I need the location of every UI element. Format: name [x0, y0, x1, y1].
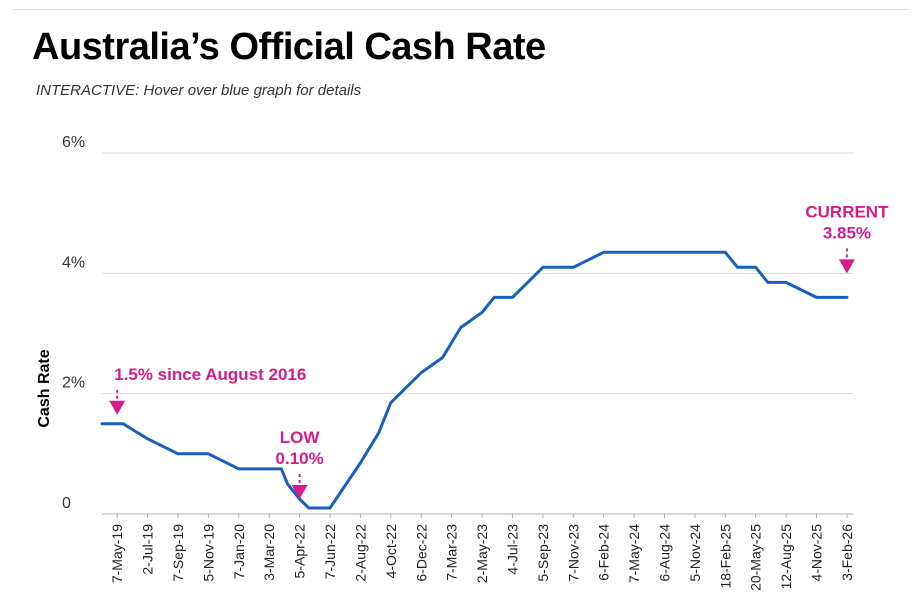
top-divider	[12, 9, 909, 10]
x-tick-label: 6-Dec-22	[413, 524, 429, 582]
x-tick-label: 7-May-19	[109, 524, 125, 583]
x-tick-label: 4-Jul-23	[504, 524, 520, 575]
annotation: LOW 0.10%	[276, 428, 324, 499]
x-tick-label: 3-Feb-26	[839, 524, 855, 581]
x-tick-label: 7-Jan-20	[231, 524, 247, 579]
annotation-arrowhead	[838, 259, 855, 274]
chart-title: Australia’s Official Cash Rate	[32, 26, 546, 68]
x-tick-label: 6-Feb-24	[596, 524, 612, 581]
x-axis-ticks: 7-May-19 2-Jul-19 7-Sep-19 5-Nov-19 7-Jan-20…	[109, 514, 855, 591]
annotation-label: LOW	[280, 428, 321, 447]
x-tick-label: 7-May-24	[626, 524, 642, 583]
x-tick-label: 5-Sep-23	[535, 524, 551, 582]
x-tick-label: 6-Aug-24	[656, 524, 672, 582]
x-tick-label: 3-Mar-20	[261, 524, 277, 581]
annotation-label: CURRENT	[805, 202, 889, 221]
annotation-label: 0.10%	[276, 449, 324, 468]
x-tick-label: 5-Nov-19	[200, 524, 216, 582]
cash-rate-line[interactable]	[100, 250, 849, 510]
y-axis-ticks: 0 2% 4% 6%	[62, 134, 85, 512]
x-tick-label: 4-Oct-22	[383, 524, 399, 579]
x-tick-label: 7-Nov-23	[565, 524, 581, 582]
chart-subtitle: INTERACTIVE: Hover over blue graph for d…	[36, 82, 362, 99]
x-tick-label: 7-Mar-23	[444, 524, 460, 581]
annotation-arrowhead	[291, 484, 308, 499]
x-tick-label: 20-May-25	[748, 524, 764, 591]
y-tick-label: 0	[62, 495, 71, 512]
annotation-label: 1.5% since August 2016	[114, 365, 306, 384]
y-tick-label: 6%	[62, 134, 85, 151]
x-tick-label: 5-Nov-24	[687, 524, 703, 582]
x-tick-label: 18-Feb-25	[717, 524, 733, 589]
annotation-arrowhead	[109, 400, 126, 415]
x-tick-label: 12-Aug-25	[778, 524, 794, 590]
gridlines	[102, 152, 853, 515]
annotation: CURRENT 3.85%	[805, 202, 889, 274]
annotations: 1.5% since August 2016 LOW 0.10% CURRENT 3.8…	[109, 202, 889, 499]
x-tick-label: 7-Jun-22	[322, 524, 338, 579]
x-tick-label: 2-Jul-19	[140, 524, 156, 575]
y-axis-label: Cash Rate	[36, 349, 53, 427]
x-tick-label: 4-Nov-25	[809, 524, 825, 582]
x-tick-label: 2-May-23	[474, 524, 490, 583]
x-tick-label: 7-Sep-19	[170, 524, 186, 582]
y-tick-label: 2%	[62, 375, 85, 392]
annotation: 1.5% since August 2016	[109, 365, 306, 415]
x-tick-label: 2-Aug-22	[352, 524, 368, 582]
annotation-label: 3.85%	[823, 223, 871, 242]
x-tick-label: 5-Apr-22	[292, 524, 308, 579]
y-tick-label: 4%	[62, 254, 85, 271]
